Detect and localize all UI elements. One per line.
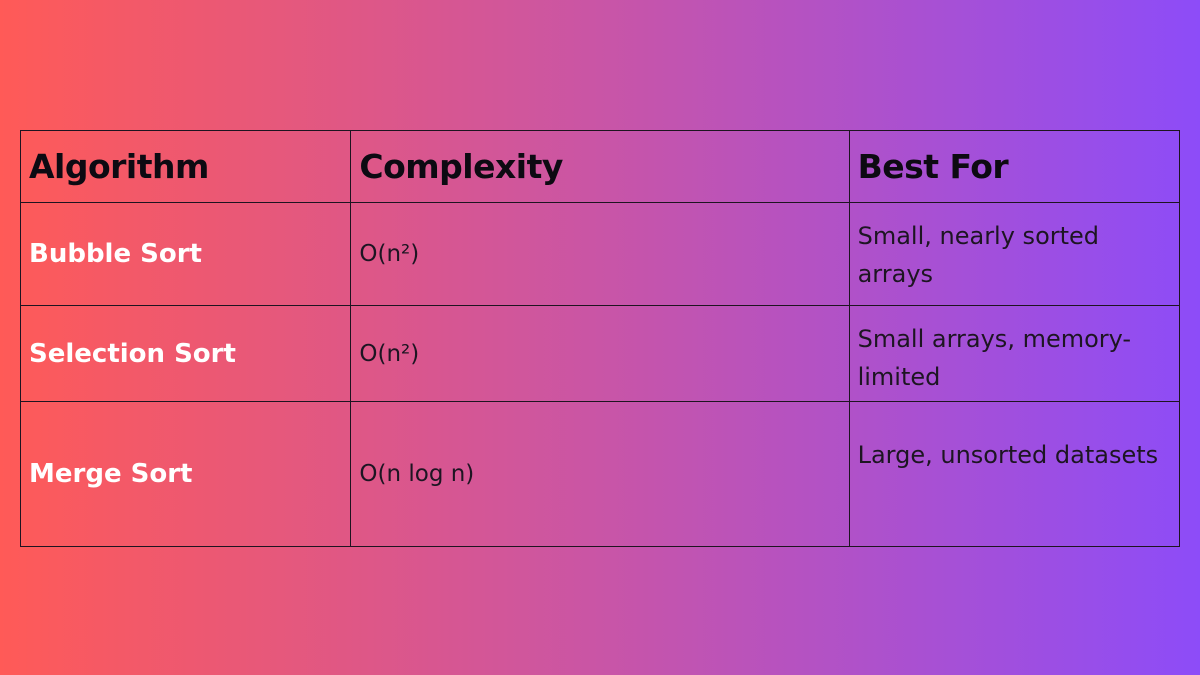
header-complexity: Complexity [350,130,850,203]
algorithm-cell: Bubble Sort [19,202,352,306]
complexity-cell: O(n²) [350,305,850,402]
best-for-cell: Large, unsorted datasets [848,401,1181,547]
best-for-cell: Small arrays, memory-limited [848,305,1181,402]
best-for-cell: Small, nearly sorted arrays [848,202,1181,306]
table-row: Bubble Sort O(n²) Small, nearly sorted a… [19,202,1181,306]
header-algorithm: Algorithm [19,130,352,203]
table-row: Selection Sort O(n²) Small arrays, memor… [19,305,1181,402]
sorting-algorithms-table: Algorithm Complexity Best For Bubble Sor… [19,130,1181,547]
header-best-for: Best For [848,130,1181,203]
complexity-cell: O(n²) [350,202,850,306]
complexity-cell: O(n log n) [350,401,850,547]
table-row: Merge Sort O(n log n) Large, unsorted da… [19,401,1181,547]
algorithm-cell: Merge Sort [19,401,352,547]
algorithm-cell: Selection Sort [19,305,352,402]
table-header-row: Algorithm Complexity Best For [19,130,1181,203]
